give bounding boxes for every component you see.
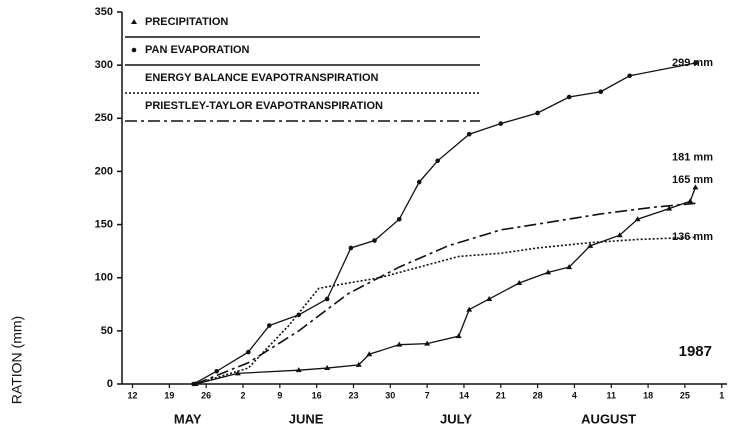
x-tick-label: 26 bbox=[201, 390, 211, 400]
y-tick-label: 200 bbox=[95, 165, 113, 177]
x-tick-label: 12 bbox=[128, 390, 138, 400]
point bbox=[692, 184, 699, 190]
point bbox=[455, 333, 462, 339]
point bbox=[267, 323, 272, 328]
point bbox=[687, 198, 694, 204]
month-label: MAY bbox=[174, 411, 202, 426]
x-tick-label: 9 bbox=[277, 390, 282, 400]
y-tick-label: 150 bbox=[95, 218, 113, 230]
y-tick-label: 50 bbox=[101, 325, 113, 337]
point bbox=[435, 158, 440, 164]
point bbox=[324, 296, 330, 302]
point bbox=[634, 216, 641, 222]
x-tick-label: 21 bbox=[496, 390, 506, 400]
x-tick-label: 7 bbox=[425, 390, 430, 400]
annotation: 1987 bbox=[679, 343, 712, 360]
series-line bbox=[195, 202, 696, 385]
point bbox=[545, 269, 552, 275]
end-label: 299 mm bbox=[672, 57, 713, 69]
point bbox=[466, 131, 472, 137]
x-tick-label: 23 bbox=[348, 390, 358, 400]
x-tick-label: 2 bbox=[240, 390, 245, 400]
point bbox=[131, 47, 137, 53]
y-tick-label: 300 bbox=[95, 59, 113, 71]
point bbox=[348, 245, 354, 251]
month-label: JULY bbox=[440, 411, 472, 426]
x-tick-label: 4 bbox=[572, 390, 577, 400]
y-tick-label: 350 bbox=[95, 6, 113, 18]
point bbox=[355, 361, 362, 367]
end-label: 181 mm bbox=[672, 152, 713, 164]
point bbox=[416, 179, 422, 185]
point bbox=[516, 280, 523, 286]
end-label: 136 mm bbox=[672, 231, 713, 243]
point bbox=[566, 94, 572, 100]
legend-label: PAN EVAPORATION bbox=[145, 44, 250, 56]
point bbox=[424, 340, 431, 346]
x-tick-label: 11 bbox=[607, 390, 617, 400]
x-tick-label: 14 bbox=[459, 390, 469, 400]
point bbox=[466, 306, 473, 312]
point bbox=[295, 367, 302, 373]
x-tick-label: 30 bbox=[385, 390, 395, 400]
point bbox=[396, 341, 403, 347]
point bbox=[214, 368, 219, 374]
legend-label: PRECIPITATION bbox=[145, 16, 228, 28]
point bbox=[191, 381, 196, 387]
month-label: JUNE bbox=[289, 411, 324, 426]
point bbox=[245, 349, 251, 355]
x-tick-label: 18 bbox=[643, 390, 653, 400]
point bbox=[566, 264, 573, 270]
point bbox=[131, 19, 137, 24]
x-tick-label: 16 bbox=[312, 390, 322, 400]
x-tick-label: 19 bbox=[164, 390, 174, 400]
month-label: AUGUST bbox=[581, 411, 636, 426]
y-tick-label: 0 bbox=[107, 378, 113, 390]
series-line bbox=[195, 236, 696, 385]
end-label: 165 mm bbox=[672, 174, 713, 186]
point bbox=[234, 370, 241, 376]
point bbox=[372, 238, 377, 243]
series-line bbox=[193, 62, 696, 385]
point bbox=[498, 121, 504, 126]
point bbox=[535, 110, 540, 116]
point bbox=[324, 365, 331, 371]
y-tick-label: 100 bbox=[95, 272, 113, 284]
point bbox=[693, 60, 698, 66]
point bbox=[486, 295, 493, 301]
point bbox=[616, 232, 623, 238]
legend-label: ENERGY BALANCE EVAPOTRANSPIRATION bbox=[145, 72, 379, 84]
point bbox=[598, 89, 604, 95]
legend-label: PRIESTLEY-TAYLOR EVAPOTRANSPIRATION bbox=[145, 100, 383, 112]
y-axis-label: RATION (mm) bbox=[9, 316, 25, 404]
point bbox=[627, 73, 632, 79]
x-tick-label: 1 bbox=[719, 390, 724, 400]
point bbox=[396, 216, 402, 222]
point bbox=[366, 351, 373, 357]
x-tick-label: 25 bbox=[680, 390, 690, 400]
point bbox=[666, 205, 673, 211]
series-line bbox=[195, 187, 697, 385]
point bbox=[587, 242, 594, 248]
y-tick-label: 250 bbox=[95, 112, 113, 124]
x-tick-label: 28 bbox=[533, 390, 543, 400]
